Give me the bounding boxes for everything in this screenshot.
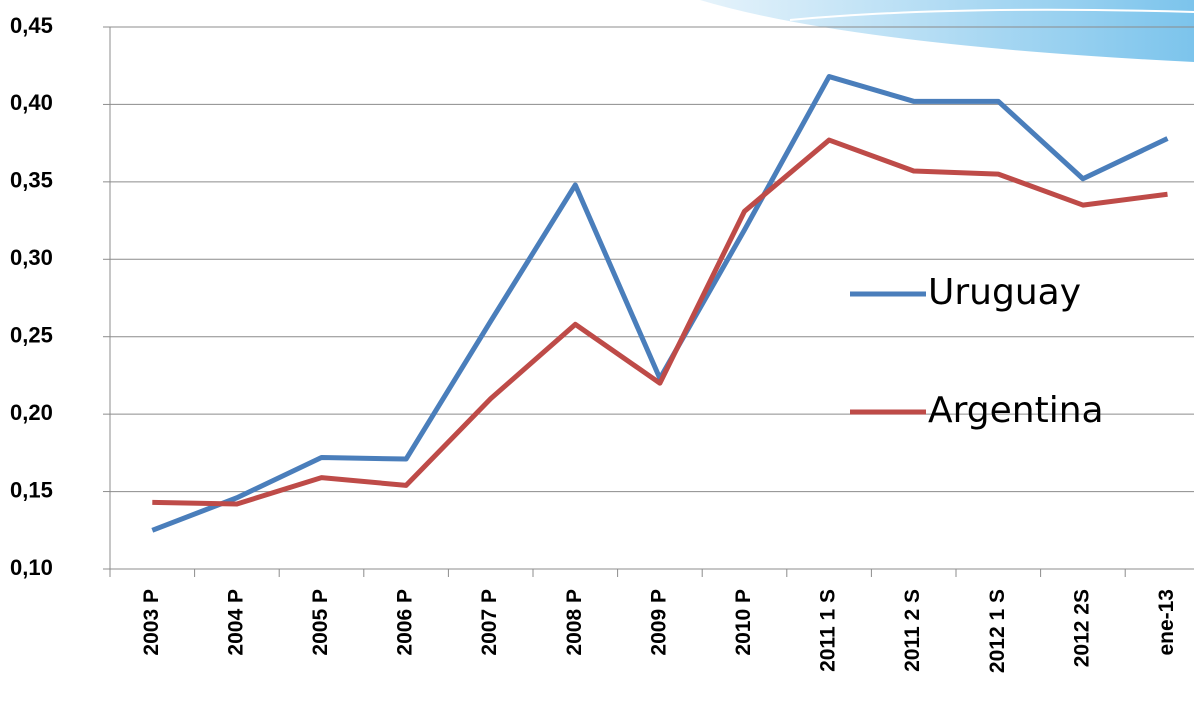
y-tick-label: 0,20 xyxy=(10,400,53,425)
x-tick-label: 2012 2S xyxy=(1070,589,1093,667)
y-tick-label: 0,25 xyxy=(10,323,53,348)
x-tick-label: 2003 P xyxy=(140,589,163,656)
y-tick-label: 0,15 xyxy=(10,477,53,502)
x-tick-label: 2011 1 S xyxy=(817,589,840,672)
y-tick-label: 0,40 xyxy=(10,90,53,115)
x-tick-label: 2004 P xyxy=(224,589,247,656)
x-tick-label: 2006 P xyxy=(394,589,417,656)
x-tick-label: 2005 P xyxy=(309,589,332,656)
legend-label: Uruguay xyxy=(928,272,1081,313)
decoration xyxy=(700,0,1194,62)
x-tick-label: 2007 P xyxy=(478,589,501,656)
x-tick-label: 2012 1 S xyxy=(986,589,1009,673)
x-tick-label: ene-13 xyxy=(1155,589,1178,656)
x-tick-label: 2008 P xyxy=(563,589,586,656)
y-tick-label: 0,35 xyxy=(10,168,53,193)
x-tick-label: 2011 2 S xyxy=(901,589,924,672)
x-tick-label: 2009 P xyxy=(647,589,670,656)
y-tick-label: 0,30 xyxy=(10,245,53,270)
x-tick-label: 2010 P xyxy=(732,589,755,656)
series-line xyxy=(152,140,1167,504)
chart: 0,10 0,15 0,20 0,25 0,30 0,35 0,40 0,45 2003 P 20… xyxy=(0,0,1194,717)
legend-label: Argentina xyxy=(928,390,1104,431)
y-tick-label: 0,10 xyxy=(10,555,53,580)
y-tick-label: 0,45 xyxy=(10,13,53,38)
